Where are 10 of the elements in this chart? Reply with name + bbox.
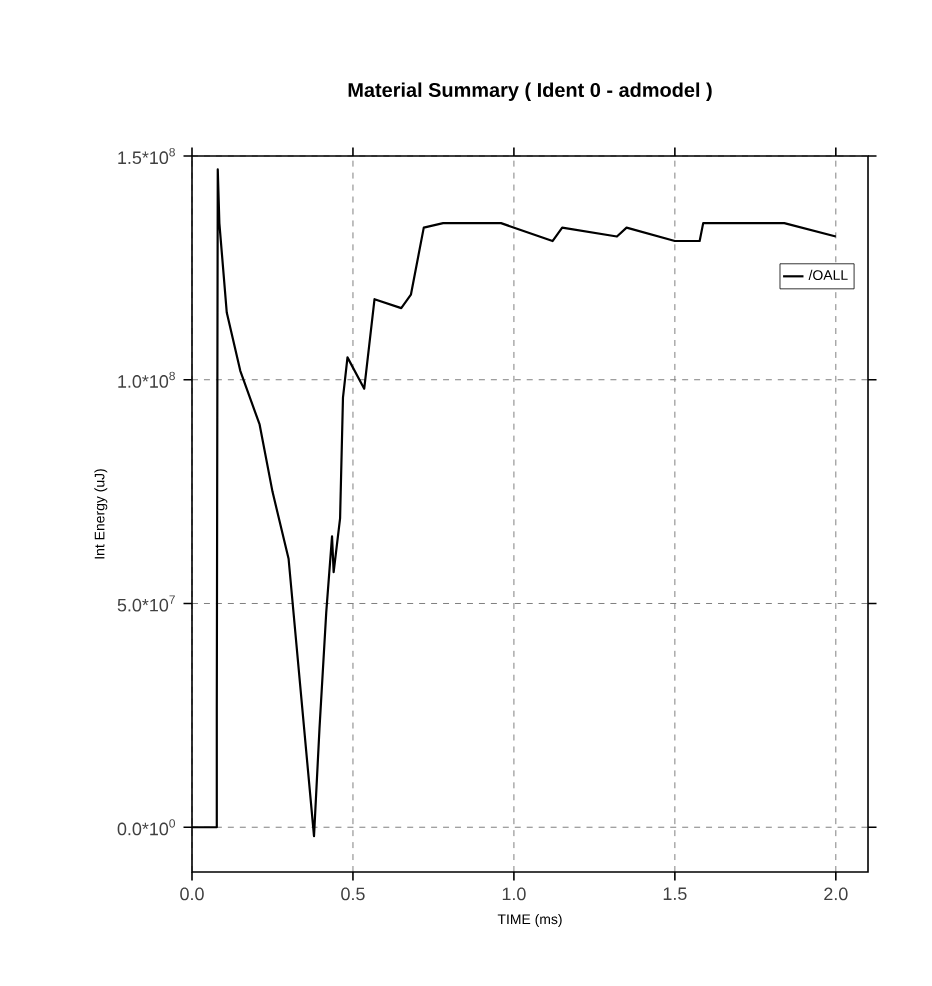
x-tick-label: 2.0 xyxy=(824,887,848,901)
x-tick-label: 0.0 xyxy=(180,887,204,901)
y-tick-label: 5.0*10$^{7}$ xyxy=(117,595,175,612)
y-tick-label: 1.5*10$^{8}$ xyxy=(118,147,175,165)
chart-title: Material Summary ( Ident 0 - admodel ) xyxy=(348,82,712,101)
y-tick-label: 1.0*10$^{8}$ xyxy=(118,371,175,388)
x-tick-label: 1.0 xyxy=(502,887,526,901)
x-tick-label: 0.5 xyxy=(341,887,365,901)
x-tick-label: 1.5 xyxy=(663,887,687,901)
y-tick-label: 0.0*10$^{0}$ xyxy=(117,819,175,836)
